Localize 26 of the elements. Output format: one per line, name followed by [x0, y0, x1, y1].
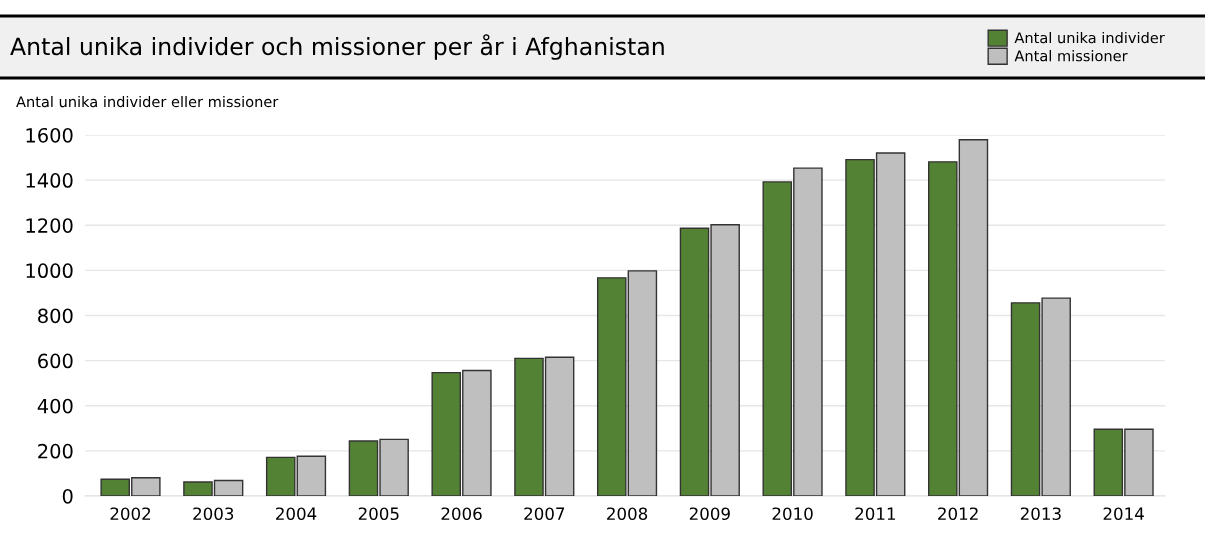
x-tick-label: 2013	[1020, 507, 1061, 521]
x-tick-label: 2014	[1103, 507, 1144, 521]
y-tick-label: 200	[38, 443, 73, 459]
x-tick-label: 2003	[193, 507, 234, 521]
x-tick-label: 2009	[689, 507, 730, 521]
x-tick-label: 2012	[938, 507, 978, 521]
legend-label: Antal unika individer	[1014, 31, 1165, 44]
y-tick-label: 800	[38, 308, 73, 324]
y-tick-label: 1600	[26, 127, 73, 143]
x-tick-label: 2002	[110, 507, 151, 521]
y-tick-label: 400	[37, 398, 73, 414]
x-tick-label: 2004	[276, 507, 317, 521]
x-tick-label: 2008	[607, 507, 648, 521]
y-tick-label: 1400	[26, 173, 73, 188]
chart-title: Antal unika individer och missioner per år i Afghanistan	[10, 34, 664, 60]
y-tick-label: 1200	[26, 218, 73, 233]
y-tick-label: 600	[38, 353, 73, 369]
y-tick-label: 1000	[26, 263, 73, 279]
x-tick-label: 2010	[772, 507, 813, 521]
x-tick-label: 2005	[358, 507, 399, 521]
y-tick-label: 0	[62, 488, 73, 504]
x-tick-label: 2011	[855, 507, 896, 521]
x-tick-label: 2006	[441, 507, 482, 521]
x-tick-label: 2007	[524, 507, 565, 521]
y-axis-title: Antal unika individer eller missioner	[16, 95, 279, 108]
legend-label: Antal missioner	[1014, 50, 1128, 62]
